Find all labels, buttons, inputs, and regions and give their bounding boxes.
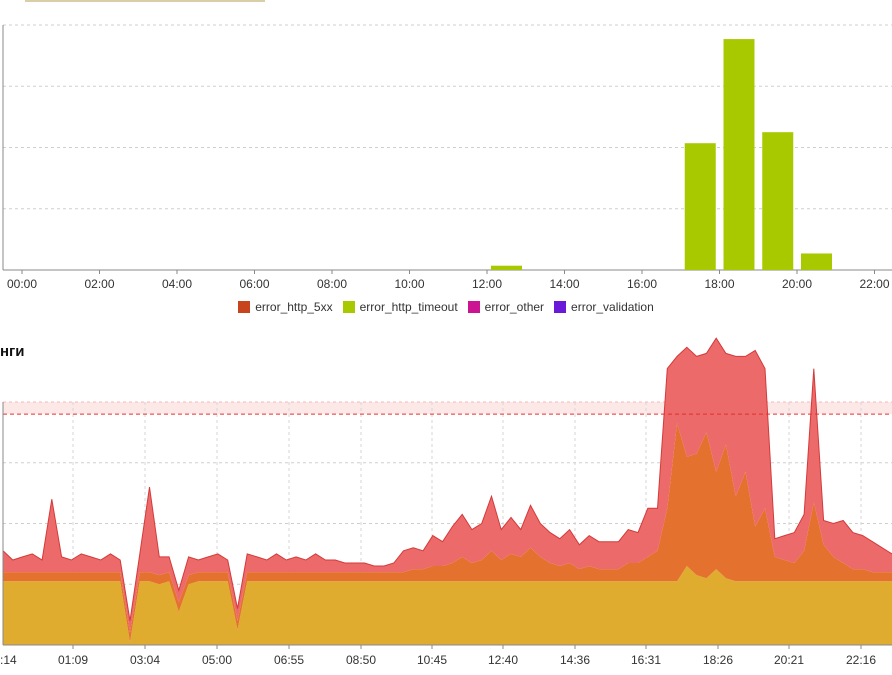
area-mid	[3, 423, 892, 642]
area-top-line	[2, 337, 892, 621]
legend-label: error_http_5xx	[255, 300, 333, 314]
area-x-tick-label: 22:16	[846, 653, 876, 667]
bar-x-tick-label: 08:00	[317, 277, 347, 291]
bar-x-tick-label: 04:00	[162, 277, 192, 291]
area-chart: :14 01:09 03:04 05:00 06:55 08:50 10:45 12:40 14…	[0, 337, 892, 667]
legend-item[interactable]: error_http_5xx	[238, 300, 333, 314]
bar-x-tick-label: 14:00	[549, 277, 579, 291]
area-x-tick-label: 14:36	[560, 653, 590, 667]
area-x-tick-label: 06:55	[274, 653, 304, 667]
area-x-tick-label: 03:04	[130, 653, 160, 667]
legend-item[interactable]: error_http_timeout	[342, 300, 458, 314]
area-x-tick-label: 20:21	[774, 653, 804, 667]
legend-label: error_other	[484, 300, 545, 314]
bar-x-tick-label: 20:00	[782, 277, 812, 291]
bar-x-tick-label: 22:00	[859, 277, 889, 291]
area-x-tick-label: 18:26	[703, 653, 733, 667]
legend-label: error_validation	[571, 300, 654, 314]
area-x-tick-label-partial: :14	[0, 653, 17, 667]
bar-error_http_timeout	[801, 253, 832, 270]
legend-item[interactable]: error_other	[467, 300, 545, 314]
bar-x-tick-label: 10:00	[394, 277, 424, 291]
legend: error_http_5xx error_http_timeout error_ot…	[0, 300, 892, 314]
area-x-tick-label: 05:00	[202, 653, 232, 667]
area-x-tick-label: 01:09	[58, 653, 88, 667]
area-top	[3, 338, 892, 633]
bar-error_http_timeout	[723, 39, 755, 271]
bar-x-tick-label: 02:00	[84, 277, 114, 291]
bar-error_http_timeout	[684, 143, 716, 270]
bar-x-tick-label: 18:00	[704, 277, 734, 291]
legend-swatch	[342, 301, 355, 313]
legend-swatch	[554, 301, 567, 313]
legend-swatch	[467, 301, 480, 313]
cropped-header-line	[25, 0, 265, 2]
area-x-tick-label: 10:45	[417, 653, 447, 667]
bar-error_http_timeout	[762, 132, 794, 270]
section-title: нги	[0, 343, 25, 360]
bar-x-tick-label: 12:00	[472, 277, 502, 291]
legend-item[interactable]: error_validation	[554, 300, 654, 314]
bar-error_http_timeout	[491, 265, 522, 270]
area-x-tick-label: 08:50	[346, 653, 376, 667]
area-x-tick-label: 12:40	[488, 653, 518, 667]
bar-chart: 00:00 02:00 04:00 06:00 08:00 10:00 12:00 14:00…	[2, 24, 892, 291]
legend-label: error_http_timeout	[359, 300, 458, 314]
area-x-tick-label: 16:31	[631, 653, 661, 667]
bar-x-tick-label: 06:00	[239, 277, 269, 291]
bar-x-tick-label: 00:00	[7, 277, 37, 291]
bar-x-tick-label: 16:00	[627, 277, 657, 291]
area-base	[3, 566, 892, 645]
legend-swatch	[238, 301, 251, 313]
